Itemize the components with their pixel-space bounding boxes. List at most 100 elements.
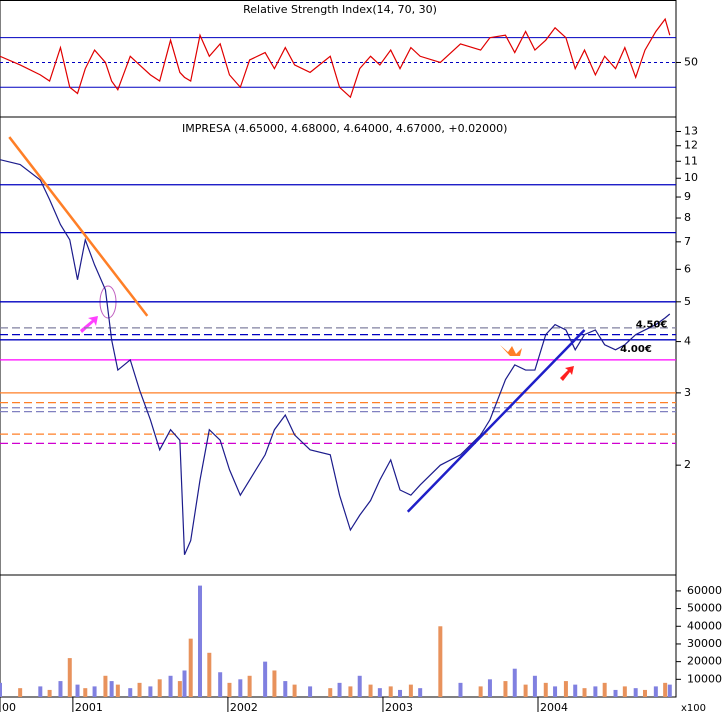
- volume-bar: [593, 686, 598, 697]
- volume-bar: [543, 682, 548, 697]
- volume-bar: [308, 686, 313, 697]
- volume-bar: [667, 684, 672, 697]
- volume-bar: [188, 638, 193, 697]
- volume-bar: [109, 681, 114, 697]
- volume-bar: [128, 688, 133, 697]
- volume-bar: [227, 682, 232, 697]
- volume-bar: [38, 686, 43, 697]
- volume-bar: [292, 684, 297, 697]
- y-tick-label: 7: [684, 235, 691, 248]
- y-tick-label: 12: [684, 139, 698, 152]
- volume-bar: [602, 682, 607, 697]
- annotation: 4.50€: [636, 320, 668, 331]
- trend-line: [8, 136, 149, 317]
- volume-bar: [47, 689, 52, 697]
- volume-bar: [198, 585, 203, 697]
- volume-bar: [398, 689, 403, 697]
- volume-bar: [58, 681, 63, 697]
- volume-bar: [137, 682, 142, 697]
- volume-bar: [512, 668, 517, 697]
- volume-bar: [263, 661, 268, 697]
- volume-bar: [642, 689, 647, 697]
- volume-bar: [438, 626, 443, 697]
- y-tick-label: 8: [684, 211, 691, 224]
- y-tick-label: 10000: [687, 672, 722, 685]
- volume-bar: [348, 686, 353, 697]
- rsi-title: Relative Strength Index(14, 70, 30): [243, 3, 437, 16]
- volume-bar: [663, 682, 668, 697]
- y-tick-label: 3: [684, 386, 691, 399]
- volume-bar: [328, 688, 333, 697]
- volume-bar: [532, 675, 537, 697]
- y-tick-label: 60000: [687, 584, 722, 597]
- volume-bar: [377, 688, 382, 697]
- y-tick-label: 20000: [687, 655, 722, 668]
- y-tick-label: 11: [684, 154, 698, 167]
- volume-bar: [0, 682, 2, 697]
- volume-bar: [458, 682, 463, 697]
- volume-bar: [408, 684, 413, 697]
- arrow: [560, 366, 574, 381]
- annotation: 4.00€: [620, 344, 652, 355]
- volume-bar: [633, 688, 638, 697]
- volume-bar: [613, 689, 618, 697]
- volume-bar: [563, 681, 568, 697]
- volume-bar: [418, 688, 423, 697]
- volume-bar: [83, 688, 88, 697]
- volume-bar: [582, 688, 587, 697]
- y-tick-label: 50000: [687, 602, 722, 615]
- volume-bar: [207, 652, 212, 697]
- y-tick-label: 10: [684, 171, 698, 184]
- volume-bar: [103, 675, 108, 697]
- volume-bar: [487, 679, 492, 697]
- volume-bar: [75, 684, 80, 697]
- volume-bar: [523, 684, 528, 697]
- x-tick-label: 2004: [540, 701, 568, 714]
- volume-bar: [18, 688, 23, 697]
- volume-bar: [238, 679, 243, 697]
- y-tick-label: 4: [684, 335, 691, 348]
- volume-bar: [157, 679, 162, 697]
- volume-bar: [148, 686, 153, 697]
- volume-bar: [272, 670, 277, 697]
- volume-bar: [653, 686, 658, 697]
- volume-bar: [357, 675, 362, 697]
- y-tick-label: 40000: [687, 619, 722, 632]
- volume-unit: x100: [681, 703, 706, 714]
- volume-bar: [115, 684, 120, 697]
- volume-bar: [92, 686, 97, 697]
- volume-bar: [177, 681, 182, 697]
- price-title: IMPRESA (4.65000, 4.68000, 4.64000, 4.67…: [182, 122, 507, 135]
- y-tick-label: 13: [684, 124, 698, 137]
- volume-bar: [622, 686, 627, 697]
- volume-bar: [503, 681, 508, 697]
- arrow: [500, 345, 522, 356]
- volume-bar: [168, 675, 173, 697]
- x-tick-label: 2001: [75, 701, 103, 714]
- trend-line: [406, 329, 586, 513]
- volume-bar: [67, 658, 72, 697]
- volume-bar: [247, 675, 252, 697]
- x-tick-label: 2003: [385, 701, 413, 714]
- y-tick-label: 5: [684, 295, 691, 308]
- y-tick-label: 50: [684, 55, 698, 68]
- arrow: [80, 316, 98, 333]
- volume-bar: [283, 681, 288, 697]
- volume-bar: [553, 686, 558, 697]
- y-tick-label: 6: [684, 262, 691, 275]
- volume-bar: [337, 682, 342, 697]
- volume-bar: [573, 684, 578, 697]
- volume-bar: [478, 686, 483, 697]
- x-tick-label: 00: [2, 701, 16, 714]
- x-tick-label: 2002: [230, 701, 258, 714]
- volume-bar: [388, 686, 393, 697]
- y-tick-label: 2: [684, 458, 691, 471]
- volume-bar: [368, 684, 373, 697]
- y-tick-label: 30000: [687, 637, 722, 650]
- y-tick-label: 9: [684, 190, 691, 203]
- volume-bar: [218, 672, 223, 697]
- volume-bar: [182, 670, 187, 697]
- series-line: [0, 17, 671, 99]
